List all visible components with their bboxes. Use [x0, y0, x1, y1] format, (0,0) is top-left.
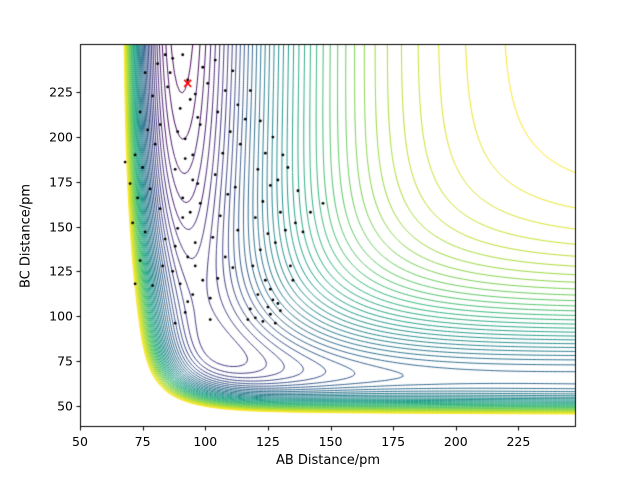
y-axis-label: BC Distance/pm — [18, 183, 34, 288]
x-tick-label: 100 — [193, 434, 218, 449]
x-tick-label: 200 — [443, 434, 468, 449]
x-axis-label: AB Distance/pm — [275, 453, 381, 468]
x-tick-label: 125 — [255, 434, 280, 449]
y-tick-label: 100 — [49, 308, 73, 324]
x-tick-label: 50 — [72, 434, 88, 449]
x-tick-label: 175 — [381, 434, 406, 449]
x-tick-label: 150 — [318, 434, 343, 449]
y-tick-label: 150 — [49, 219, 73, 235]
y-tick-label: 75 — [57, 353, 73, 369]
y-tick-label: 125 — [49, 263, 73, 279]
y-tick-label: 200 — [49, 129, 73, 145]
x-tick-label: 225 — [506, 434, 531, 449]
y-tick-label: 225 — [49, 84, 73, 100]
x-tick-label: 75 — [134, 434, 151, 449]
y-tick-label: 175 — [49, 174, 73, 190]
y-tick-label: 50 — [57, 398, 73, 414]
